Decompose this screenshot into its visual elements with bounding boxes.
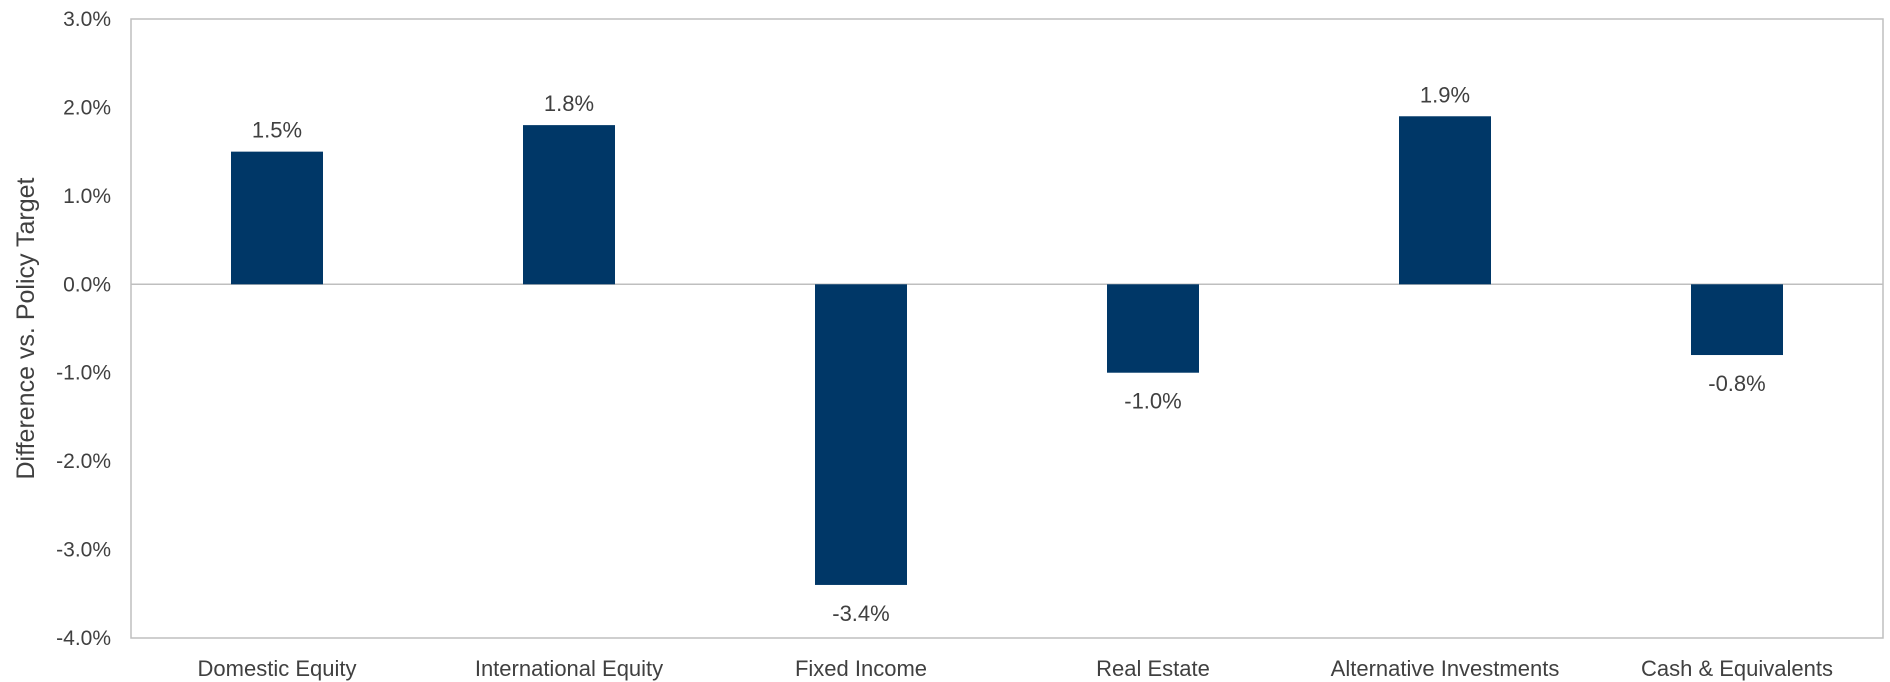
data-label: -0.8% — [1708, 371, 1765, 396]
category-label: Cash & Equivalents — [1641, 656, 1833, 681]
bar — [1399, 116, 1491, 285]
data-label: 1.9% — [1420, 82, 1470, 107]
y-tick-label: -3.0% — [56, 539, 111, 562]
data-labels: 1.5% 1.8% -3.4% -1.0% 1.9% -0.8% — [252, 82, 1766, 626]
y-tick-label: -2.0% — [56, 450, 111, 473]
category-label: Domestic Equity — [198, 656, 357, 681]
category-label: Alternative Investments — [1331, 656, 1560, 681]
data-label: -1.0% — [1124, 389, 1181, 414]
y-tick-label: 3.0% — [63, 8, 111, 31]
data-label: 1.5% — [252, 118, 302, 143]
y-tick-label: -4.0% — [56, 627, 111, 650]
data-label: 1.8% — [544, 91, 594, 116]
y-tick-label: 0.0% — [63, 273, 111, 296]
y-tick-label: 2.0% — [63, 96, 111, 119]
category-label: International Equity — [475, 656, 663, 681]
y-tick-label: -1.0% — [56, 362, 111, 385]
data-label: -3.4% — [832, 601, 889, 626]
y-axis-title: Difference vs. Policy Target — [12, 177, 40, 479]
bar — [231, 151, 323, 285]
bar — [815, 284, 907, 585]
bars — [231, 116, 1783, 585]
bar — [1107, 284, 1199, 373]
category-label: Fixed Income — [795, 656, 927, 681]
category-labels: Domestic Equity International Equity Fixed… — [198, 656, 1833, 681]
plot-frame — [130, 18, 1884, 639]
y-tick-label: 1.0% — [63, 185, 111, 208]
category-label: Real Estate — [1096, 656, 1210, 681]
bar — [523, 125, 615, 285]
bar — [1691, 284, 1783, 356]
y-axis-ticks: 3.0% 2.0% 1.0% 0.0% -1.0% -2.0% -3.0% -4.0% — [56, 8, 111, 650]
